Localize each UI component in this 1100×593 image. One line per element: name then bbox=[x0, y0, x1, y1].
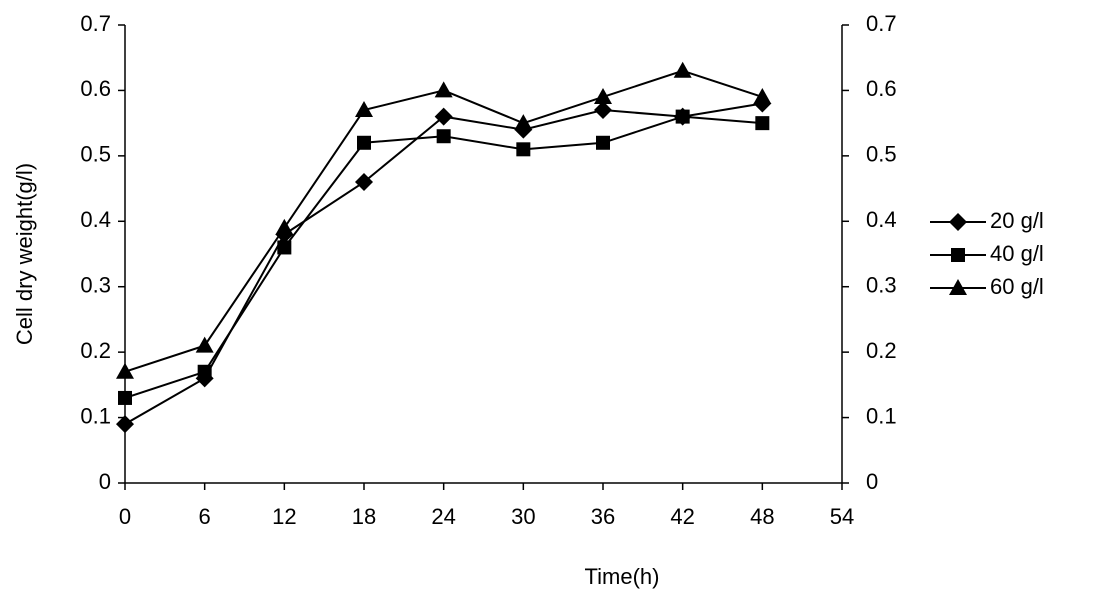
y2-tick-label: 0 bbox=[866, 469, 878, 494]
y2-tick-label: 0.7 bbox=[866, 11, 897, 36]
y-tick-label: 0.2 bbox=[80, 338, 111, 363]
marker bbox=[434, 107, 453, 126]
marker bbox=[951, 248, 965, 262]
x-tick-label: 30 bbox=[511, 504, 535, 529]
legend-label: 40 g/l bbox=[990, 241, 1044, 266]
marker bbox=[355, 101, 373, 118]
y-tick-label: 0 bbox=[99, 469, 111, 494]
marker bbox=[594, 101, 612, 120]
x-tick-label: 54 bbox=[830, 504, 854, 529]
y-tick-label: 0.5 bbox=[80, 142, 111, 167]
marker bbox=[197, 364, 212, 379]
marker bbox=[116, 362, 134, 379]
marker bbox=[357, 135, 371, 150]
marker bbox=[514, 114, 533, 131]
x-tick-label: 18 bbox=[352, 504, 376, 529]
marker bbox=[118, 390, 132, 405]
x-tick-label: 12 bbox=[272, 504, 296, 529]
marker bbox=[753, 87, 772, 104]
y2-tick-label: 0.4 bbox=[866, 207, 897, 232]
marker bbox=[594, 87, 612, 104]
marker bbox=[195, 336, 214, 353]
y2-tick-label: 0.3 bbox=[866, 273, 897, 298]
marker bbox=[436, 129, 451, 144]
marker bbox=[116, 415, 134, 434]
y2-tick-label: 0.6 bbox=[866, 76, 897, 101]
x-tick-label: 42 bbox=[670, 504, 694, 529]
y-tick-label: 0.6 bbox=[80, 76, 111, 101]
marker bbox=[596, 135, 610, 150]
y-tick-label: 0.3 bbox=[80, 273, 111, 298]
legend-label: 20 g/l bbox=[990, 208, 1044, 233]
x-tick-label: 48 bbox=[750, 504, 774, 529]
marker bbox=[673, 61, 692, 78]
legend-label: 60 g/l bbox=[990, 274, 1044, 299]
marker bbox=[516, 142, 531, 157]
y-tick-label: 0.7 bbox=[80, 11, 111, 36]
marker bbox=[949, 279, 967, 295]
marker bbox=[675, 109, 690, 124]
marker bbox=[949, 213, 967, 231]
x-tick-label: 6 bbox=[199, 504, 211, 529]
marker bbox=[275, 218, 294, 235]
series-line bbox=[124, 102, 763, 425]
y-tick-label: 0.1 bbox=[80, 403, 111, 428]
y2-tick-label: 0.5 bbox=[866, 142, 897, 167]
x-tick-label: 24 bbox=[431, 504, 455, 529]
series-line bbox=[124, 115, 763, 399]
y2-tick-label: 0.2 bbox=[866, 338, 897, 363]
marker bbox=[755, 116, 770, 131]
x-tick-label: 0 bbox=[119, 504, 131, 529]
y-tick-label: 0.4 bbox=[80, 207, 111, 232]
marker bbox=[355, 173, 373, 192]
marker bbox=[434, 81, 453, 98]
marker bbox=[277, 240, 292, 255]
x-axis-title: Time(h) bbox=[585, 564, 660, 589]
x-tick-label: 36 bbox=[591, 504, 615, 529]
y2-tick-label: 0.1 bbox=[866, 403, 897, 428]
y-axis-title: Cell dry weight(g/l) bbox=[12, 163, 37, 345]
